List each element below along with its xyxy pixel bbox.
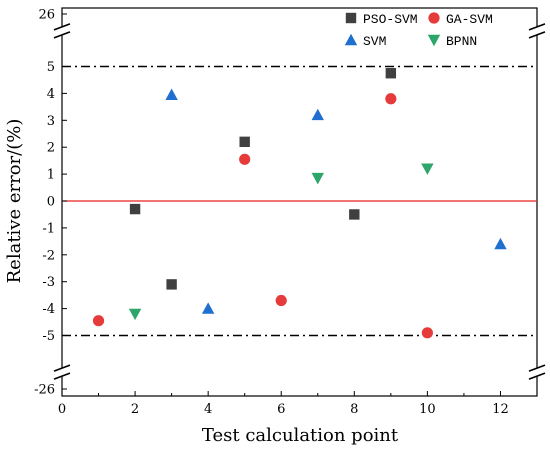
legend-label-svm: SVM <box>363 34 386 49</box>
axis-break-mark <box>53 31 71 39</box>
legend-label-bpnn: BPNN <box>446 34 477 49</box>
point-pso-svm <box>129 203 141 215</box>
point-ga-svm <box>92 315 105 327</box>
axis-break-mark <box>528 23 546 31</box>
x-tick-label: 10 <box>419 402 436 417</box>
legend-marker-pso-svm <box>345 12 357 24</box>
point-ga-svm <box>275 294 287 307</box>
point-bpnn <box>421 163 434 175</box>
point-ga-svm <box>421 327 433 339</box>
y-axis-title: Relative error/(%) <box>4 119 25 284</box>
point-pso-svm <box>166 279 177 290</box>
axis-break-mark <box>528 364 546 372</box>
x-tick-label: 0 <box>58 402 66 417</box>
y-tick-label: -5 <box>42 329 55 344</box>
legend-label-ga-svm: GA-SVM <box>446 12 493 27</box>
plot-frame <box>61 7 538 397</box>
point-svm <box>201 302 215 314</box>
point-svm <box>311 108 324 121</box>
point-svm <box>494 237 507 250</box>
axis-break-gap <box>530 26 544 35</box>
y-tick-label: 1 <box>47 168 55 183</box>
axis-break-mark <box>53 372 71 380</box>
x-tick-label: 6 <box>277 402 285 417</box>
point-ga-svm <box>239 153 251 165</box>
y-tick-label: 4 <box>47 87 55 102</box>
legend-marker-bpnn <box>427 34 441 47</box>
axis-break-mark <box>53 23 71 31</box>
axis-break-gap <box>55 368 69 377</box>
point-bpnn <box>128 308 142 321</box>
axis-break-mark <box>53 364 71 372</box>
y-tick-label: 0 <box>47 195 55 210</box>
y-tick-label: 3 <box>47 114 55 129</box>
axis-break-mark <box>528 31 546 39</box>
x-tick-label: 4 <box>204 402 212 417</box>
legend-label-pso-svm: PSO-SVM <box>363 12 418 27</box>
y-tick-label: -2 <box>42 248 55 263</box>
axis-break-gap <box>55 26 69 35</box>
point-ga-svm <box>385 93 397 105</box>
y-tick-label: -3 <box>42 275 55 290</box>
y-tick-label: 26 <box>38 8 55 23</box>
point-pso-svm <box>239 136 250 148</box>
y-tick-label: -1 <box>42 221 55 236</box>
x-tick-label: 8 <box>350 402 358 417</box>
point-bpnn <box>311 172 324 185</box>
axis-break-mark <box>528 372 546 380</box>
x-axis-title: Test calculation point <box>202 425 399 446</box>
x-tick-label: 12 <box>492 402 509 417</box>
y-tick-label: -4 <box>42 302 55 317</box>
y-tick-label: -26 <box>34 383 55 398</box>
point-svm <box>165 88 178 100</box>
legend-marker-ga-svm <box>428 12 440 24</box>
y-tick-label: 2 <box>47 141 55 156</box>
y-tick-label: 5 <box>47 60 55 75</box>
point-pso-svm <box>385 68 397 79</box>
point-pso-svm <box>349 209 360 220</box>
x-tick-label: 2 <box>131 402 139 417</box>
legend-marker-svm <box>344 33 358 46</box>
axis-break-gap <box>530 368 544 377</box>
